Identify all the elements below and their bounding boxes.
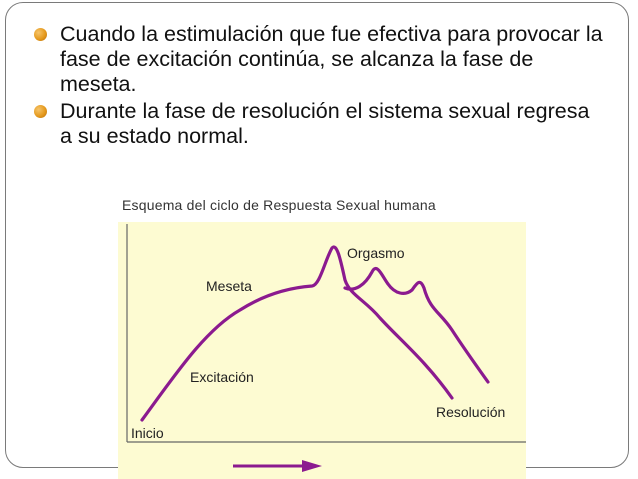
diagram-title: Esquema del ciclo de Respuesta Sexual hu… xyxy=(122,197,436,213)
bullet-item-stimulation: Cuando la estimulación que fue efectiva … xyxy=(26,22,606,97)
bullet-dot-icon xyxy=(34,28,47,41)
bullet-list: Cuando la estimulación que fue efectiva … xyxy=(26,22,606,151)
bullet-text: Durante la fase de resolución el sistema… xyxy=(60,99,590,148)
label-plateau: Meseta xyxy=(206,278,252,294)
bullet-item-resolution: Durante la fase de resolución el sistema… xyxy=(26,99,606,149)
label-orgasm: Orgasmo xyxy=(347,245,405,261)
plot-area xyxy=(118,222,526,479)
label-resolution: Resolución xyxy=(436,404,505,420)
time-arrow-head-icon xyxy=(302,460,322,472)
label-start: Inicio xyxy=(131,425,164,441)
response-curve-main xyxy=(140,245,454,422)
bullet-text: Cuando la estimulación que fue efectiva … xyxy=(60,22,603,96)
response-curve-secondary xyxy=(343,266,490,384)
label-excitement: Excitación xyxy=(190,369,254,385)
bullet-dot-icon xyxy=(34,105,47,118)
